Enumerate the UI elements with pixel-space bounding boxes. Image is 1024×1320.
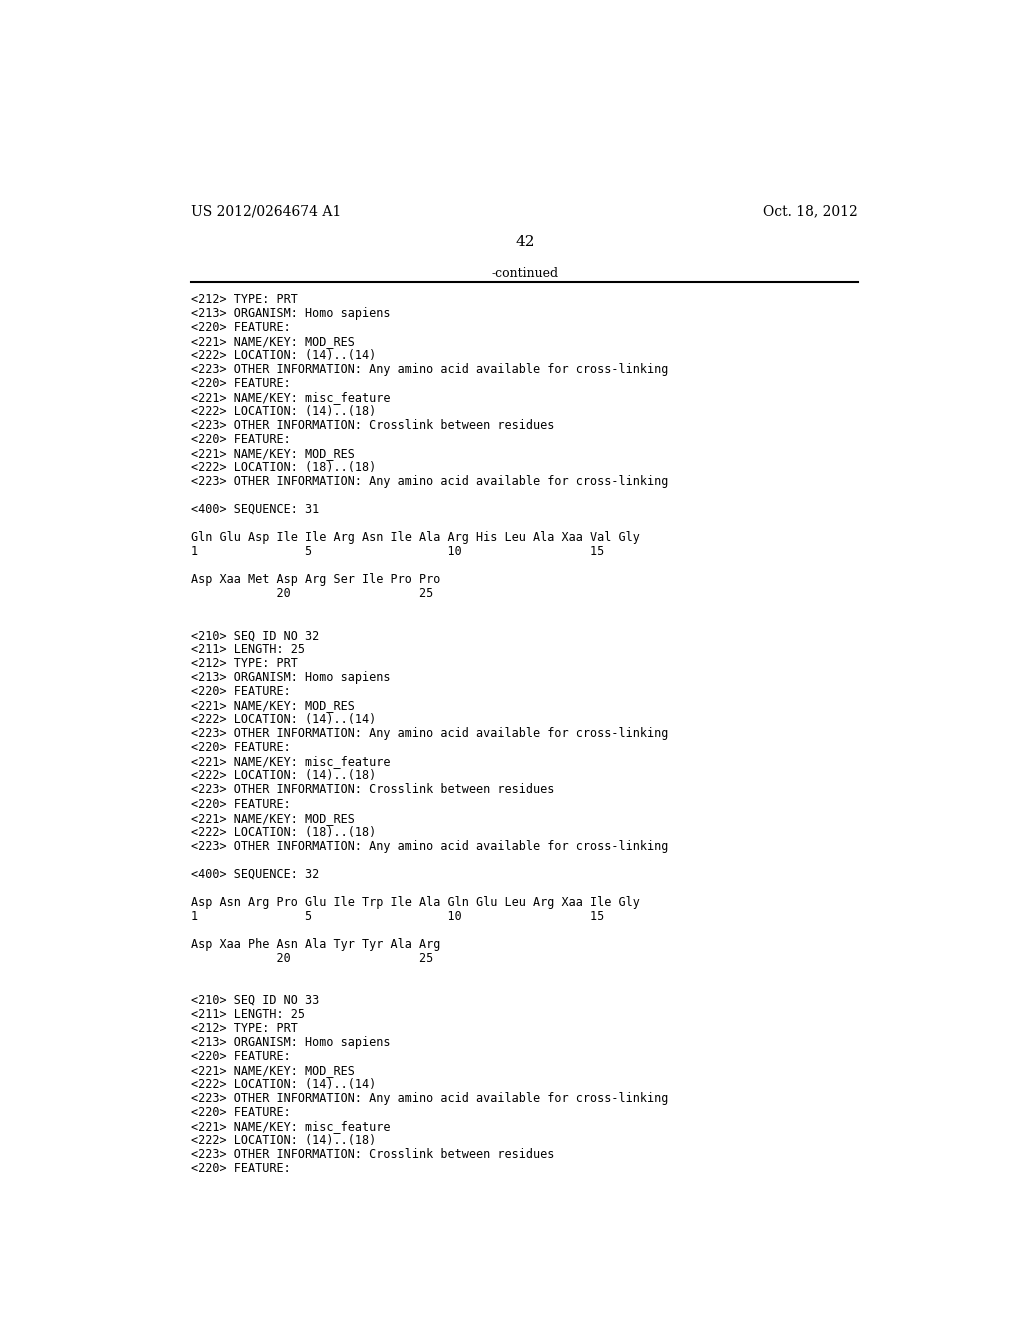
Text: Oct. 18, 2012: Oct. 18, 2012	[763, 205, 858, 218]
Text: -continued: -continued	[492, 267, 558, 280]
Text: <223> OTHER INFORMATION: Any amino acid available for cross-linking: <223> OTHER INFORMATION: Any amino acid …	[191, 363, 669, 376]
Text: <221> NAME/KEY: MOD_RES: <221> NAME/KEY: MOD_RES	[191, 812, 355, 825]
Text: <223> OTHER INFORMATION: Crosslink between residues: <223> OTHER INFORMATION: Crosslink betwe…	[191, 784, 555, 796]
Text: <213> ORGANISM: Homo sapiens: <213> ORGANISM: Homo sapiens	[191, 306, 391, 319]
Text: <223> OTHER INFORMATION: Crosslink between residues: <223> OTHER INFORMATION: Crosslink betwe…	[191, 1148, 555, 1162]
Text: <222> LOCATION: (18)..(18): <222> LOCATION: (18)..(18)	[191, 825, 377, 838]
Text: <223> OTHER INFORMATION: Any amino acid available for cross-linking: <223> OTHER INFORMATION: Any amino acid …	[191, 475, 669, 488]
Text: <221> NAME/KEY: misc_feature: <221> NAME/KEY: misc_feature	[191, 755, 391, 768]
Text: <220> FEATURE:: <220> FEATURE:	[191, 1162, 291, 1175]
Text: <221> NAME/KEY: MOD_RES: <221> NAME/KEY: MOD_RES	[191, 335, 355, 347]
Text: <221> NAME/KEY: misc_feature: <221> NAME/KEY: misc_feature	[191, 391, 391, 404]
Text: <212> TYPE: PRT: <212> TYPE: PRT	[191, 1022, 298, 1035]
Text: <222> LOCATION: (14)..(14): <222> LOCATION: (14)..(14)	[191, 1078, 377, 1092]
Text: US 2012/0264674 A1: US 2012/0264674 A1	[191, 205, 342, 218]
Text: <220> FEATURE:: <220> FEATURE:	[191, 742, 291, 755]
Text: <221> NAME/KEY: misc_feature: <221> NAME/KEY: misc_feature	[191, 1121, 391, 1133]
Text: <220> FEATURE:: <220> FEATURE:	[191, 321, 291, 334]
Text: Gln Glu Asp Ile Ile Arg Asn Ile Ala Arg His Leu Ala Xaa Val Gly: Gln Glu Asp Ile Ile Arg Asn Ile Ala Arg …	[191, 531, 640, 544]
Text: <210> SEQ ID NO 32: <210> SEQ ID NO 32	[191, 630, 319, 643]
Text: <223> OTHER INFORMATION: Any amino acid available for cross-linking: <223> OTHER INFORMATION: Any amino acid …	[191, 727, 669, 741]
Text: <400> SEQUENCE: 31: <400> SEQUENCE: 31	[191, 503, 319, 516]
Text: <220> FEATURE:: <220> FEATURE:	[191, 376, 291, 389]
Text: <221> NAME/KEY: MOD_RES: <221> NAME/KEY: MOD_RES	[191, 447, 355, 459]
Text: <222> LOCATION: (14)..(14): <222> LOCATION: (14)..(14)	[191, 713, 377, 726]
Text: 1               5                   10                  15: 1 5 10 15	[191, 909, 605, 923]
Text: <222> LOCATION: (14)..(18): <222> LOCATION: (14)..(18)	[191, 405, 377, 417]
Text: 42: 42	[515, 235, 535, 248]
Text: <212> TYPE: PRT: <212> TYPE: PRT	[191, 657, 298, 671]
Text: 1               5                   10                  15: 1 5 10 15	[191, 545, 605, 558]
Text: <222> LOCATION: (14)..(18): <222> LOCATION: (14)..(18)	[191, 1134, 377, 1147]
Text: <220> FEATURE:: <220> FEATURE:	[191, 1106, 291, 1119]
Text: <220> FEATURE:: <220> FEATURE:	[191, 1049, 291, 1063]
Text: Asp Asn Arg Pro Glu Ile Trp Ile Ala Gln Glu Leu Arg Xaa Ile Gly: Asp Asn Arg Pro Glu Ile Trp Ile Ala Gln …	[191, 896, 640, 908]
Text: <210> SEQ ID NO 33: <210> SEQ ID NO 33	[191, 994, 319, 1007]
Text: <223> OTHER INFORMATION: Any amino acid available for cross-linking: <223> OTHER INFORMATION: Any amino acid …	[191, 1092, 669, 1105]
Text: 20                  25: 20 25	[191, 952, 434, 965]
Text: Asp Xaa Met Asp Arg Ser Ile Pro Pro: Asp Xaa Met Asp Arg Ser Ile Pro Pro	[191, 573, 441, 586]
Text: <220> FEATURE:: <220> FEATURE:	[191, 797, 291, 810]
Text: 20                  25: 20 25	[191, 587, 434, 601]
Text: <222> LOCATION: (18)..(18): <222> LOCATION: (18)..(18)	[191, 461, 377, 474]
Text: Asp Xaa Phe Asn Ala Tyr Tyr Ala Arg: Asp Xaa Phe Asn Ala Tyr Tyr Ala Arg	[191, 937, 441, 950]
Text: <213> ORGANISM: Homo sapiens: <213> ORGANISM: Homo sapiens	[191, 672, 391, 684]
Text: <222> LOCATION: (14)..(18): <222> LOCATION: (14)..(18)	[191, 770, 377, 783]
Text: <213> ORGANISM: Homo sapiens: <213> ORGANISM: Homo sapiens	[191, 1036, 391, 1049]
Text: <211> LENGTH: 25: <211> LENGTH: 25	[191, 643, 305, 656]
Text: <223> OTHER INFORMATION: Crosslink between residues: <223> OTHER INFORMATION: Crosslink betwe…	[191, 418, 555, 432]
Text: <400> SEQUENCE: 32: <400> SEQUENCE: 32	[191, 867, 319, 880]
Text: <222> LOCATION: (14)..(14): <222> LOCATION: (14)..(14)	[191, 348, 377, 362]
Text: <220> FEATURE:: <220> FEATURE:	[191, 433, 291, 446]
Text: <223> OTHER INFORMATION: Any amino acid available for cross-linking: <223> OTHER INFORMATION: Any amino acid …	[191, 840, 669, 853]
Text: <220> FEATURE:: <220> FEATURE:	[191, 685, 291, 698]
Text: <212> TYPE: PRT: <212> TYPE: PRT	[191, 293, 298, 305]
Text: <221> NAME/KEY: MOD_RES: <221> NAME/KEY: MOD_RES	[191, 1064, 355, 1077]
Text: <221> NAME/KEY: MOD_RES: <221> NAME/KEY: MOD_RES	[191, 700, 355, 713]
Text: <211> LENGTH: 25: <211> LENGTH: 25	[191, 1008, 305, 1020]
